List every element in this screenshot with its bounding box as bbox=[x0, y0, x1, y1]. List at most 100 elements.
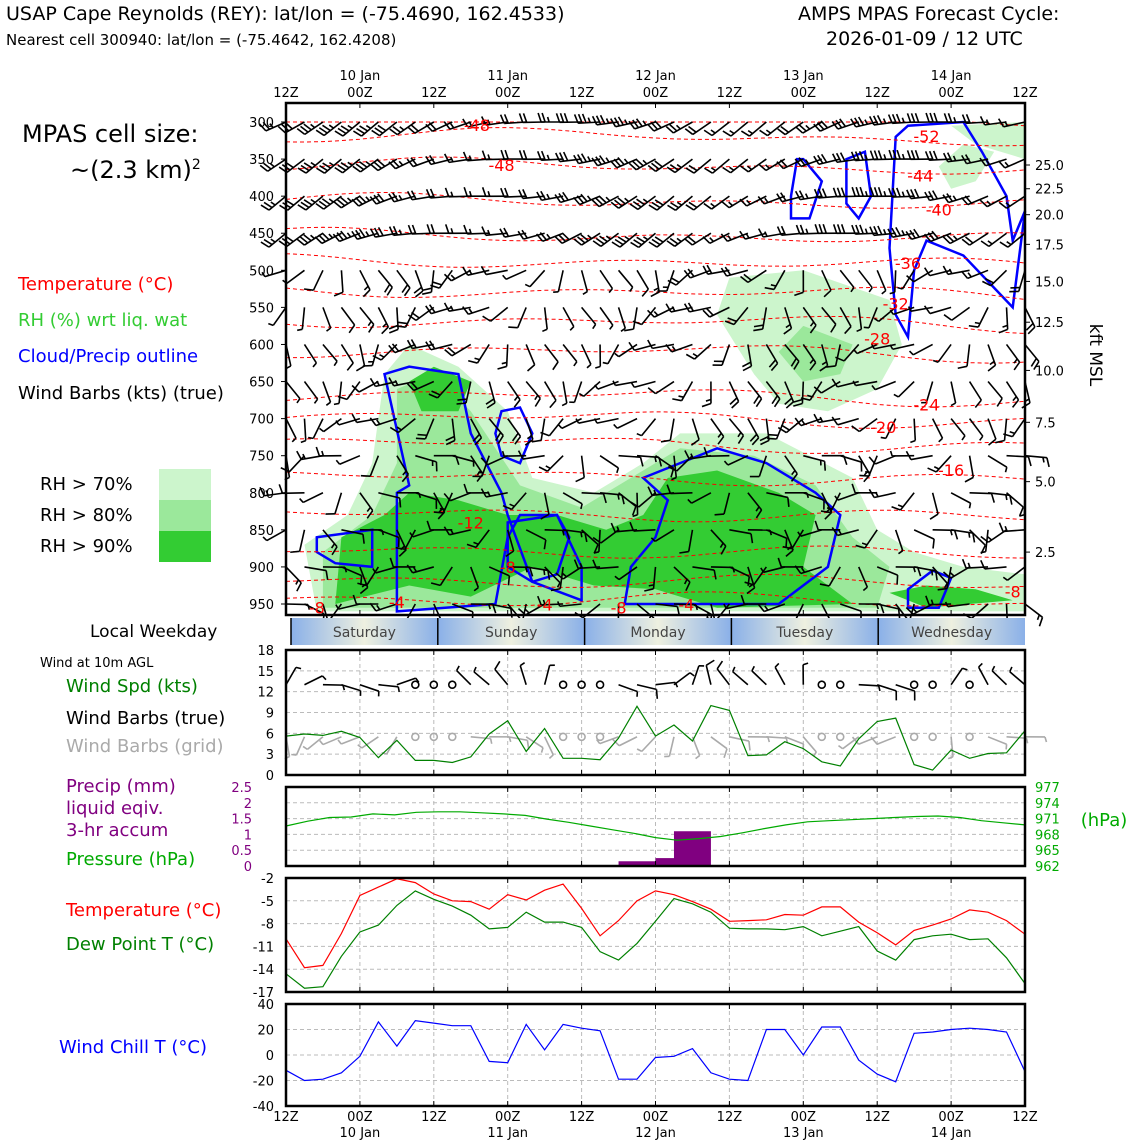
wind-barb bbox=[592, 232, 620, 247]
precip-bar bbox=[673, 831, 711, 866]
precip-bar bbox=[618, 861, 656, 866]
barb-shaft bbox=[984, 566, 1007, 570]
barb-flag bbox=[820, 120, 829, 129]
wind-barb bbox=[942, 152, 970, 163]
barb-flag bbox=[854, 117, 861, 127]
calm-wind-marker bbox=[817, 732, 827, 742]
barb-shaft bbox=[451, 603, 474, 613]
barb-flag bbox=[704, 167, 713, 174]
wind-barb bbox=[741, 344, 753, 372]
barb-half-flag bbox=[650, 537, 656, 542]
barb-flag bbox=[753, 328, 763, 332]
barb-flag bbox=[931, 190, 939, 200]
barb-flag bbox=[685, 167, 695, 174]
barb-flag bbox=[428, 122, 437, 131]
barb-flag bbox=[757, 603, 765, 613]
barb-flag bbox=[340, 196, 349, 205]
barb-half-flag bbox=[295, 579, 300, 585]
barb-half-flag bbox=[868, 287, 873, 293]
wind-barb bbox=[443, 302, 471, 313]
barb-half-flag bbox=[875, 603, 879, 610]
barb-flag bbox=[647, 486, 653, 496]
wind-barb bbox=[894, 529, 904, 555]
barb-flag bbox=[377, 193, 385, 202]
wind-barb bbox=[729, 529, 754, 544]
barb-flag bbox=[794, 417, 802, 427]
true-wind-barb bbox=[928, 680, 937, 690]
top-time-tick-label: 12Z bbox=[717, 86, 743, 101]
barb-flag bbox=[895, 227, 902, 237]
barb-flag bbox=[648, 204, 658, 211]
barb-half-flag bbox=[1004, 466, 1008, 473]
barb-flag bbox=[669, 164, 679, 171]
barb-half-flag bbox=[874, 491, 879, 498]
barb-flag bbox=[897, 608, 901, 619]
barb-shaft bbox=[842, 736, 860, 750]
barb-half-flag bbox=[575, 418, 580, 424]
barb-half-flag bbox=[729, 166, 735, 171]
wind-barb bbox=[499, 227, 527, 238]
barb-shaft bbox=[264, 269, 287, 278]
barb-flag bbox=[776, 193, 783, 203]
barb-flag bbox=[780, 192, 787, 202]
barb-flag bbox=[371, 129, 381, 137]
precip-y-tick-label: 2 bbox=[244, 797, 252, 812]
barb-half-flag bbox=[897, 504, 904, 508]
barb-flag bbox=[998, 328, 1008, 334]
wind-barb bbox=[740, 269, 767, 284]
barb-flag bbox=[388, 344, 396, 354]
wind-barb bbox=[443, 269, 472, 282]
wind-barb bbox=[964, 455, 975, 483]
barb-half-flag bbox=[270, 238, 276, 243]
pressure-unit-label: (hPa) bbox=[1081, 810, 1128, 831]
grid-wind-barb bbox=[595, 732, 605, 742]
wind-barb bbox=[413, 270, 424, 298]
barb-half-flag bbox=[473, 541, 479, 545]
barb-flag bbox=[877, 187, 883, 197]
barb-flag bbox=[318, 234, 327, 243]
barb-shaft bbox=[655, 681, 676, 686]
barb-flag bbox=[924, 191, 931, 201]
barb-flag bbox=[906, 189, 912, 199]
grid-wind-barb bbox=[870, 736, 896, 745]
barb-half-flag bbox=[616, 467, 620, 474]
pressure-tick-label: 950 bbox=[249, 598, 274, 613]
barb-flag bbox=[706, 264, 713, 274]
barb-shaft bbox=[525, 736, 544, 749]
barb-flag bbox=[422, 287, 433, 292]
barb-flag bbox=[957, 365, 968, 370]
barb-flag bbox=[724, 320, 735, 326]
wind-barb bbox=[425, 154, 453, 166]
barb-flag bbox=[647, 339, 654, 349]
barb-half-flag bbox=[967, 562, 971, 569]
barb-shaft bbox=[1007, 566, 1026, 581]
weekday-cell bbox=[437, 618, 585, 645]
wind-barb bbox=[980, 529, 1007, 543]
barb-flag bbox=[563, 112, 569, 123]
barb-flag bbox=[793, 360, 800, 370]
barb-flag bbox=[916, 566, 922, 577]
wind-barb bbox=[760, 566, 786, 574]
wind-barb bbox=[921, 381, 934, 404]
barb-shaft bbox=[901, 269, 915, 290]
wind-barb bbox=[389, 121, 416, 136]
wind-barb bbox=[868, 488, 896, 499]
barb-half-flag bbox=[609, 324, 614, 330]
wind-barb bbox=[259, 158, 287, 172]
barb-half-flag bbox=[519, 662, 526, 667]
barb-shaft bbox=[404, 529, 417, 550]
kft-axis-label: kft MSL bbox=[1085, 324, 1105, 387]
barb-half-flag bbox=[593, 418, 598, 424]
wind-barb bbox=[488, 566, 511, 586]
barb-half-flag bbox=[676, 237, 682, 243]
wind-barb bbox=[784, 381, 795, 409]
wind-barb bbox=[617, 269, 634, 292]
barb-flag bbox=[388, 377, 395, 387]
barb-flag bbox=[401, 473, 409, 483]
wind-barb bbox=[406, 339, 434, 350]
barb-shaft bbox=[339, 454, 361, 465]
wind-barb bbox=[406, 380, 435, 392]
barb-half-flag bbox=[861, 542, 868, 546]
barb-flag bbox=[751, 437, 760, 446]
barb-flag bbox=[303, 162, 313, 169]
